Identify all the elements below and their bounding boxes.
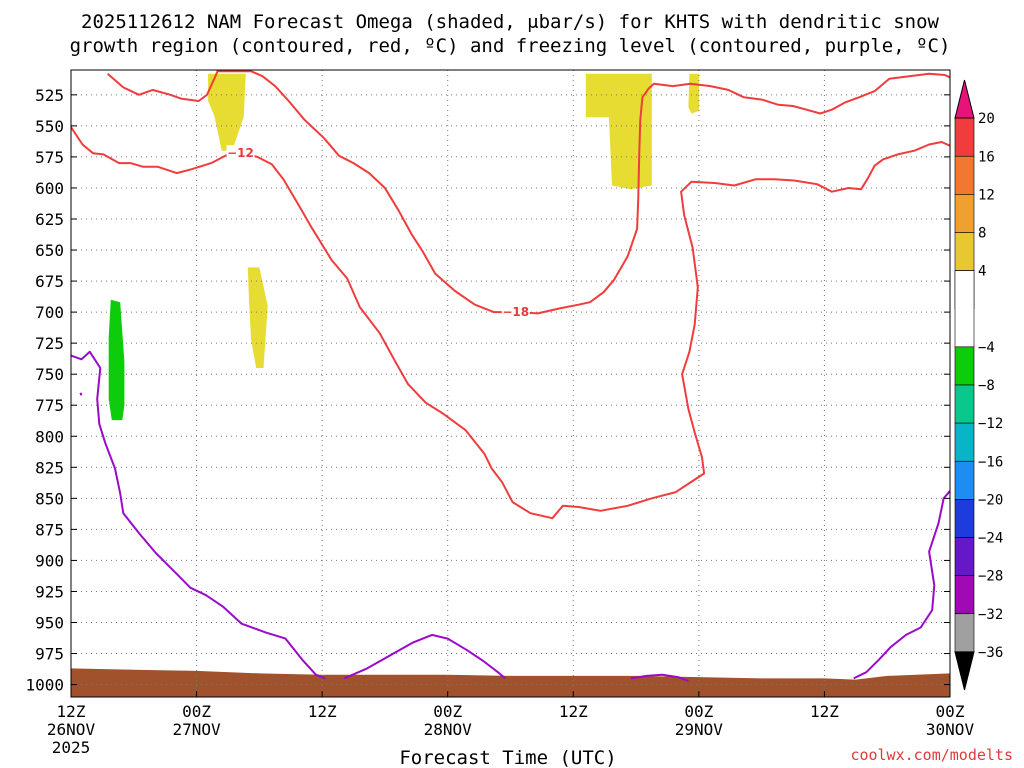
- freezing-contour-3: [853, 490, 950, 680]
- colorbar-bin-0: [954, 117, 975, 157]
- y-tick-label-775: 775: [35, 396, 64, 415]
- colorbar-bin-6: [954, 346, 975, 386]
- colorbar-label-5: −4: [978, 340, 995, 356]
- x-tick-hour-1: 00Z: [182, 702, 211, 721]
- omega-region-4: [108, 299, 125, 421]
- x-tick-hour-6: 12Z: [810, 702, 839, 721]
- colorbar-bin-11: [954, 537, 975, 576]
- freezing-contour-1: [343, 633, 506, 680]
- y-tick-label-650: 650: [35, 241, 64, 260]
- terrain-layer: [71, 668, 950, 697]
- y-tick-label-750: 750: [35, 365, 64, 384]
- x-axis-label: Forecast Time (UTC): [399, 747, 616, 768]
- colorbar-bin-2: [954, 194, 975, 233]
- contour-labels: −12 −18: [226, 145, 530, 319]
- colorbar-label-12: −32: [978, 607, 1003, 623]
- colorbar-label-9: −20: [978, 492, 1003, 508]
- x-tick-date-0: 26NOV: [47, 720, 96, 739]
- y-tick-label-550: 550: [35, 117, 64, 136]
- y-tick-label-875: 875: [35, 520, 64, 539]
- colorbar-top-arrow: [954, 79, 975, 119]
- omega-region-3: [688, 73, 699, 114]
- colorbar-label-7: −12: [978, 416, 1003, 432]
- omega-shading: [108, 73, 699, 421]
- x-tick-hour-5: 00Z: [684, 702, 713, 721]
- colorbar-bin-9: [954, 460, 975, 500]
- colorbar-bin-10: [954, 499, 975, 538]
- freezing-contour-4: [79, 392, 83, 396]
- contour-lines: [71, 70, 950, 682]
- contour-label-1: −18: [502, 305, 529, 319]
- x-tick-date-1: 27NOV: [172, 720, 221, 739]
- colorbar-bin-5: [954, 270, 975, 348]
- credit-text: coolwx.com/modelts: [850, 746, 1013, 764]
- y-tick-label-700: 700: [35, 303, 64, 322]
- y-tick-label-675: 675: [35, 272, 64, 291]
- y-tick-label-975: 975: [35, 645, 64, 664]
- y-tick-label-600: 600: [35, 179, 64, 198]
- y-tick-label-950: 950: [35, 614, 64, 633]
- plot-frame: [70, 69, 951, 698]
- colorbar-bin-7: [954, 384, 975, 424]
- x-tick-date-5: 29NOV: [675, 720, 724, 739]
- x-tick-hour-0: 12Z: [57, 702, 86, 721]
- omega-region-0: [208, 73, 246, 151]
- colorbar-label-2: 12: [978, 187, 995, 203]
- colorbar-label-0: 20: [978, 111, 995, 127]
- y-tick-label-625: 625: [35, 210, 64, 229]
- colorbar-label-1: 16: [978, 149, 995, 165]
- omega-region-2: [585, 73, 652, 190]
- colorbar-label-6: −8: [978, 378, 995, 394]
- chart-title-line2: growth region (contoured, red, ºC) and f…: [70, 35, 951, 57]
- y-tick-label-850: 850: [35, 489, 64, 508]
- x-tick-year-0: 2025: [52, 738, 91, 757]
- colorbar: 20 16 12 8 4 −4 −8 −12 −16 −20 −24 −28 −32 −36: [954, 79, 1003, 691]
- colorbar-bin-1: [954, 155, 975, 195]
- freezing-contour-2: [630, 673, 689, 682]
- y-tick-label-525: 525: [35, 86, 64, 105]
- colorbar-label-4: 4: [978, 264, 986, 280]
- y-tick-label-1000: 1000: [25, 676, 64, 695]
- colorbar-label-3: 8: [978, 226, 986, 242]
- y-axis-pressure: 525 550 575 600 625 650 675 700 725 750 775 800 825 8…: [25, 86, 950, 695]
- y-tick-label-800: 800: [35, 427, 64, 446]
- x-tick-hour-7: 00Z: [936, 702, 965, 721]
- colorbar-label-11: −28: [978, 569, 1003, 585]
- colorbar-label-8: −16: [978, 454, 1003, 470]
- x-tick-hour-3: 00Z: [433, 702, 462, 721]
- plot-area: −12 −18: [70, 69, 951, 698]
- temperature-contour-1: [106, 70, 950, 315]
- colorbar-bin-13: [954, 613, 975, 653]
- colorbar-label-10: −24: [978, 531, 1003, 547]
- colorbar-bin-8: [954, 422, 975, 462]
- colorbar-label-13: −36: [978, 645, 1003, 661]
- y-tick-label-725: 725: [35, 334, 64, 353]
- freezing-contour-0: [71, 350, 326, 680]
- y-tick-label-925: 925: [35, 582, 64, 601]
- contour-label-0: −12: [227, 146, 254, 160]
- contour-label-bg-1: [501, 304, 530, 319]
- colorbar-bin-12: [954, 575, 975, 615]
- temperature-contour-0: [71, 126, 950, 520]
- x-tick-hour-4: 12Z: [559, 702, 588, 721]
- colorbar-bottom-arrow: [954, 651, 975, 691]
- x-tick-hour-2: 12Z: [308, 702, 337, 721]
- chart-title-line1: 2025112612 NAM Forecast Omega (shaded, μ…: [81, 11, 939, 33]
- y-tick-label-900: 900: [35, 551, 64, 570]
- contour-label-bg-0: [226, 145, 255, 160]
- x-tick-date-3: 28NOV: [424, 720, 473, 739]
- colorbar-bin-3: [954, 232, 975, 271]
- y-tick-label-825: 825: [35, 458, 64, 477]
- x-tick-date-7: 30NOV: [926, 720, 975, 739]
- y-tick-label-575: 575: [35, 148, 64, 167]
- omega-region-1: [247, 267, 268, 368]
- terrain-ground: [71, 668, 950, 697]
- gridlines: [71, 70, 950, 697]
